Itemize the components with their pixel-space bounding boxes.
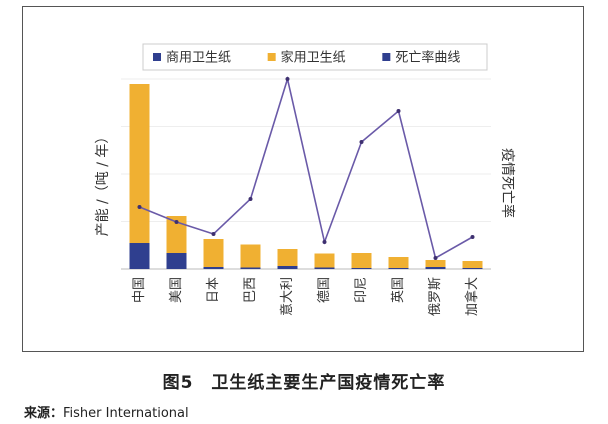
y-axis-label: 产能 /（吨 / 年）: [95, 130, 111, 237]
bar-household-5: [277, 249, 298, 266]
legend-label-2: 家用卫生纸: [281, 50, 346, 66]
legend-label-1: 商用卫生纸: [166, 51, 231, 66]
mortality-point: [211, 232, 216, 236]
bar-commercial-9: [425, 267, 446, 269]
mortality-point: [470, 235, 475, 239]
legend-box: [142, 43, 488, 71]
x-tick-label: 加拿大: [464, 277, 480, 316]
source-label: 来源：: [24, 406, 64, 421]
bar-commercial-2: [166, 253, 187, 269]
bar-commercial-5: [277, 266, 298, 269]
source-text: Fisher International: [63, 406, 189, 421]
legend-marker-2: [267, 53, 276, 61]
bar-household-10: [462, 261, 483, 268]
bar-commercial-8: [388, 268, 409, 269]
x-tick-label: 中国: [132, 277, 147, 303]
figure-title: 卫生纸主要生产国疫情死亡率: [211, 373, 446, 393]
mortality-line: [139, 75, 473, 260]
x-tick-label: 德国: [317, 277, 332, 303]
legend-marker-3: [382, 53, 391, 61]
chart-frame: 中国 美国 日本 巴西 意大利 德国 印尼 英国 俄罗斯 加拿大 产能 /（吨 / 年） 疫情死亡率 商…: [22, 6, 584, 352]
bar-commercial-10: [462, 268, 483, 269]
x-tick-label: 俄罗斯: [428, 277, 443, 316]
mortality-point: [322, 240, 327, 244]
bar-commercial-1: [129, 243, 150, 269]
legend-marker-1: [153, 53, 161, 61]
bar-commercial-4: [240, 267, 261, 269]
x-tick-label: 印尼: [354, 277, 369, 303]
bar-household-9: [425, 260, 446, 267]
figure-number: 图5: [162, 373, 194, 393]
bar-household-1: [129, 84, 150, 243]
bar-household-2: [166, 216, 187, 253]
x-tick-label: 日本: [206, 277, 221, 303]
mortality-point: [359, 140, 364, 144]
bar-household-3: [203, 239, 224, 267]
bar-household-4: [240, 244, 261, 268]
legend-label-3: 死亡率曲线: [395, 50, 460, 66]
y2-axis-label: 疫情死亡率: [499, 148, 516, 218]
bar-commercial-6: [314, 267, 335, 269]
figure-caption: 图5 卫生纸主要生产国疫情死亡率: [0, 368, 608, 393]
bar-commercial-7: [351, 268, 372, 269]
chart: 中国 美国 日本 巴西 意大利 德国 印尼 英国 俄罗斯 加拿大 产能 /（吨 / 年） 疫情死亡率 商…: [95, 43, 516, 316]
x-tick-label: 意大利: [279, 277, 295, 316]
mortality-point: [174, 220, 179, 224]
mortality-point: [433, 256, 438, 260]
source-note: 来源：Fisher International: [24, 402, 189, 421]
bar-commercial-3: [203, 267, 224, 269]
bar-household-7: [351, 253, 372, 268]
mortality-point: [248, 197, 253, 201]
bar-household-6: [314, 253, 335, 268]
mortality-point: [285, 77, 290, 81]
mortality-point: [396, 109, 401, 113]
x-tick-label: 美国: [169, 277, 184, 303]
bar-household-8: [388, 257, 409, 268]
x-tick-label: 英国: [391, 277, 406, 303]
x-tick-label: 巴西: [243, 277, 258, 303]
mortality-point: [137, 205, 142, 209]
